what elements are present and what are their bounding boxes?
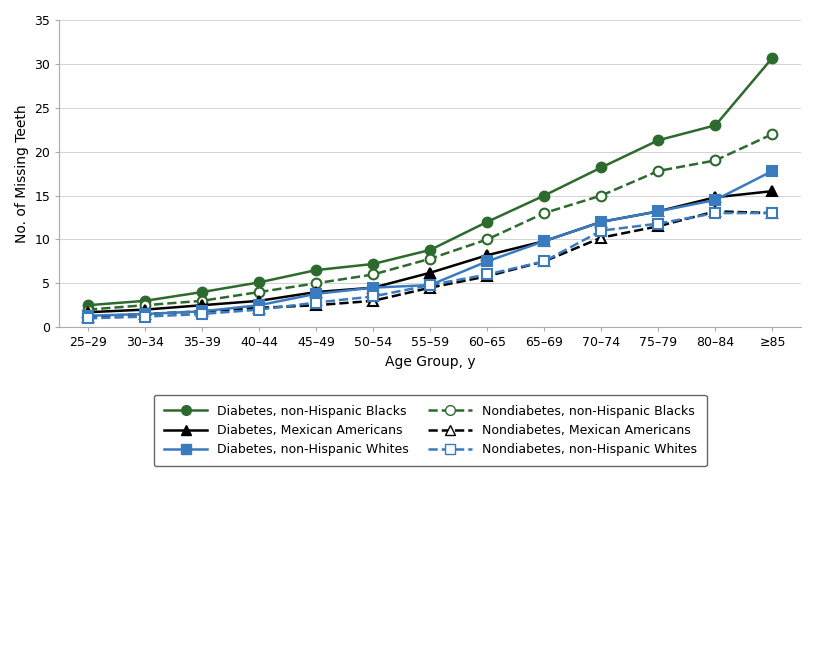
Legend: Diabetes, non-Hispanic Blacks, Diabetes, Mexican Americans, Diabetes, non-Hispan: Diabetes, non-Hispanic Blacks, Diabetes,… <box>153 395 707 466</box>
X-axis label: Age Group, y: Age Group, y <box>385 355 476 369</box>
Y-axis label: No. of Missing Teeth: No. of Missing Teeth <box>15 104 29 243</box>
